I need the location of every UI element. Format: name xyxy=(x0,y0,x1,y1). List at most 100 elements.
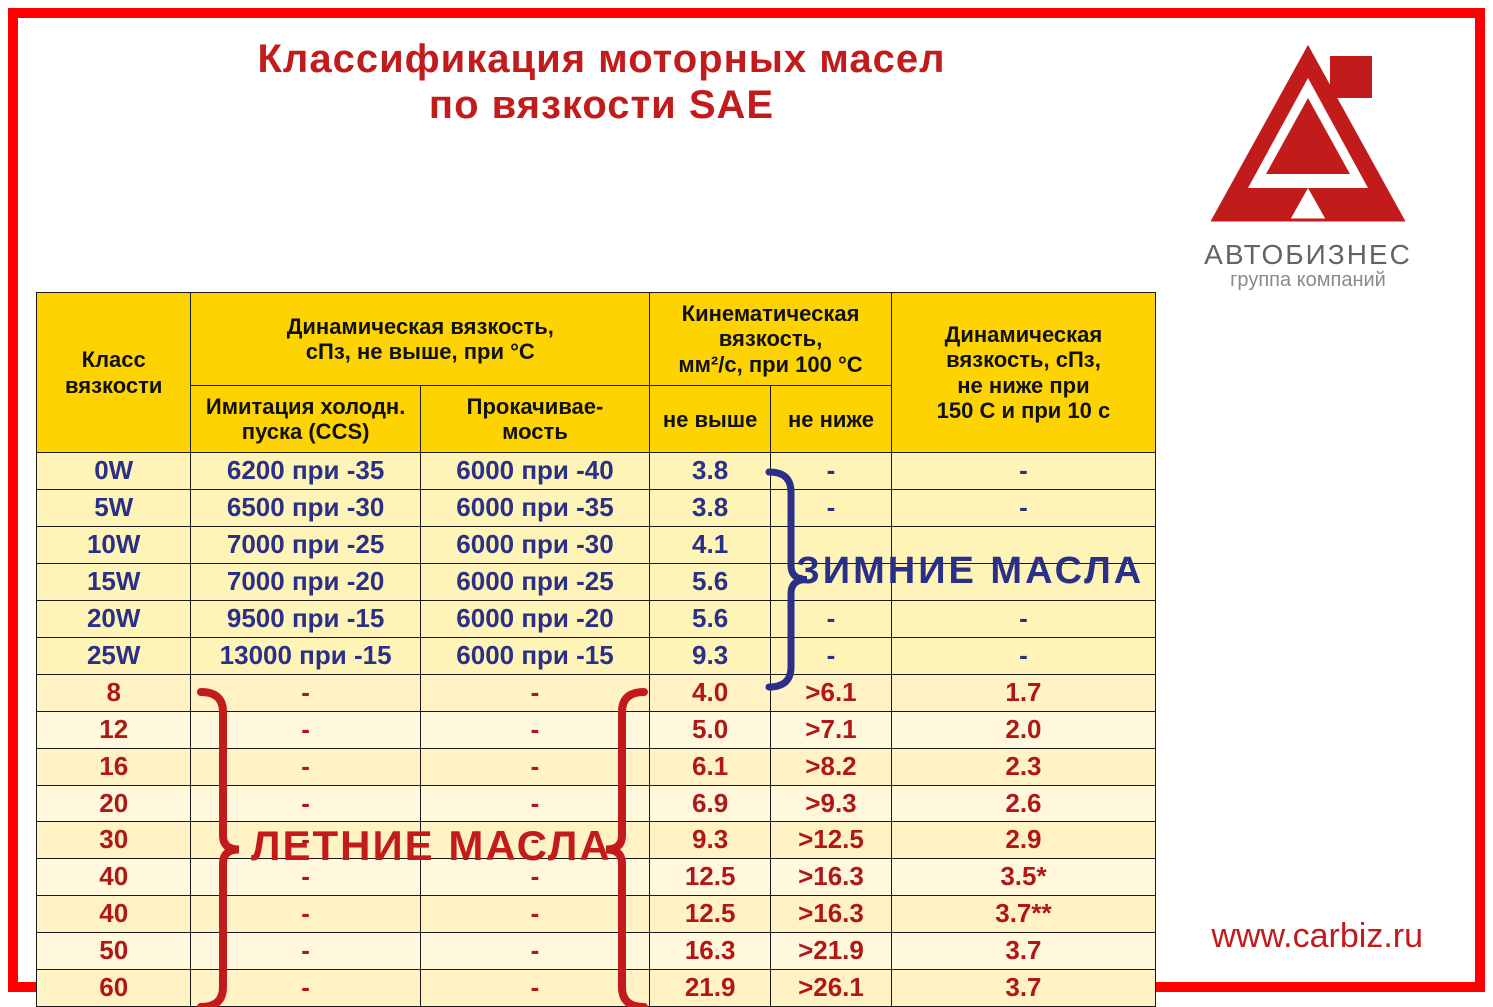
th-class: Классвязкости xyxy=(37,293,191,453)
th-kin-min: не ниже xyxy=(771,385,892,453)
cell-pump: 6000 при -40 xyxy=(420,453,649,490)
cell-kin_min: >16.3 xyxy=(771,859,892,896)
header-row: Классификация моторных масел по вязкости… xyxy=(30,30,1463,292)
winter-oils-annotation: ЗИМНИЕ МАСЛА xyxy=(796,550,1144,593)
cell-dyn150: 1.7 xyxy=(891,674,1155,711)
cell-kin_max: 12.5 xyxy=(650,859,771,896)
cell-pump: - xyxy=(420,969,649,1006)
cell-dyn150: 2.9 xyxy=(891,822,1155,859)
cell-class: 20W xyxy=(37,601,191,638)
cell-ccs: 7000 при -20 xyxy=(191,564,420,601)
logo-block: АВТОБИЗНЕС группа компаний xyxy=(1173,30,1463,292)
cell-ccs: - xyxy=(191,969,420,1006)
cell-dyn150: 3.5* xyxy=(891,859,1155,896)
summer-oils-annotation: ЛЕТНИЕ МАСЛА xyxy=(251,822,612,870)
cell-dyn150: - xyxy=(891,490,1155,527)
cell-pump: 6000 при -30 xyxy=(420,527,649,564)
cell-kin_min: >12.5 xyxy=(771,822,892,859)
table-row: 60--21.9>26.13.7 xyxy=(37,969,1156,1006)
logo-label-top: АВТОБИЗНЕС xyxy=(1173,239,1443,271)
cell-dyn150: - xyxy=(891,453,1155,490)
cell-class: 40 xyxy=(37,859,191,896)
cell-kin_min: - xyxy=(771,601,892,638)
logo-label-bottom: группа компаний xyxy=(1173,269,1443,292)
cell-pump: 6000 при -25 xyxy=(420,564,649,601)
title-line-2: по вязкости SAE xyxy=(30,82,1173,128)
cell-class: 15W xyxy=(37,564,191,601)
cell-kin_max: 6.1 xyxy=(650,748,771,785)
cell-kin_min: - xyxy=(771,490,892,527)
cell-kin_max: 12.5 xyxy=(650,896,771,933)
cell-pump: - xyxy=(420,711,649,748)
cell-class: 40 xyxy=(37,896,191,933)
cell-kin_max: 3.8 xyxy=(650,453,771,490)
cell-kin_min: >8.2 xyxy=(771,748,892,785)
th-ccs: Имитация холодн.пуска (CCS) xyxy=(191,385,420,453)
cell-pump: 6000 при -35 xyxy=(420,490,649,527)
table-row: 5W6500 при -306000 при -353.8-- xyxy=(37,490,1156,527)
cell-class: 10W xyxy=(37,527,191,564)
table-header: Классвязкости Динамическая вязкость,сПз,… xyxy=(37,293,1156,453)
cell-dyn150: 2.3 xyxy=(891,748,1155,785)
cell-dyn150: 3.7 xyxy=(891,969,1155,1006)
cell-dyn150: - xyxy=(891,637,1155,674)
content-area: Классификация моторных масел по вязкости… xyxy=(30,30,1463,970)
cell-kin_max: 3.8 xyxy=(650,490,771,527)
cell-class: 20 xyxy=(37,785,191,822)
table-row: 25W13000 при -156000 при -159.3-- xyxy=(37,637,1156,674)
outer-frame: Классификация моторных масел по вязкости… xyxy=(8,8,1485,992)
table-row: 16--6.1>8.22.3 xyxy=(37,748,1156,785)
table-row: 8--4.0>6.11.7 xyxy=(37,674,1156,711)
cell-class: 30 xyxy=(37,822,191,859)
cell-ccs: 6200 при -35 xyxy=(191,453,420,490)
cell-pump: - xyxy=(420,785,649,822)
th-kin-group: Кинематическаявязкость,мм²/с, при 100 °С xyxy=(650,293,892,386)
cell-pump: 6000 при -20 xyxy=(420,601,649,638)
th-pump: Прокачивае-мость xyxy=(420,385,649,453)
cell-kin_min: >7.1 xyxy=(771,711,892,748)
cell-dyn150: 2.6 xyxy=(891,785,1155,822)
cell-pump: 6000 при -15 xyxy=(420,637,649,674)
table-row: 20W9500 при -156000 при -205.6-- xyxy=(37,601,1156,638)
cell-class: 0W xyxy=(37,453,191,490)
title-line-1: Классификация моторных масел xyxy=(30,36,1173,82)
cell-pump: - xyxy=(420,674,649,711)
cell-kin_max: 6.9 xyxy=(650,785,771,822)
cell-kin_min: - xyxy=(771,637,892,674)
cell-ccs: 7000 при -25 xyxy=(191,527,420,564)
cell-kin_min: >9.3 xyxy=(771,785,892,822)
footer-url: www.carbiz.ru xyxy=(1211,917,1423,956)
cell-dyn150: 3.7** xyxy=(891,896,1155,933)
sae-viscosity-table: Классвязкости Динамическая вязкость,сПз,… xyxy=(36,292,1156,1007)
cell-ccs: - xyxy=(191,674,420,711)
th-dyn150: Динамическаявязкость, сПз,не ниже при150… xyxy=(891,293,1155,453)
cell-kin_min: >6.1 xyxy=(771,674,892,711)
cell-ccs: 9500 при -15 xyxy=(191,601,420,638)
th-dyn-group: Динамическая вязкость,сПз, не выше, при … xyxy=(191,293,650,386)
cell-kin_max: 9.3 xyxy=(650,637,771,674)
cell-kin_max: 21.9 xyxy=(650,969,771,1006)
cell-kin_max: 16.3 xyxy=(650,933,771,970)
table-row: 40--12.5>16.33.7** xyxy=(37,896,1156,933)
cell-class: 16 xyxy=(37,748,191,785)
cell-kin_max: 9.3 xyxy=(650,822,771,859)
cell-kin_min: >16.3 xyxy=(771,896,892,933)
cell-ccs: - xyxy=(191,896,420,933)
cell-ccs: 13000 при -15 xyxy=(191,637,420,674)
cell-pump: - xyxy=(420,896,649,933)
cell-ccs: - xyxy=(191,785,420,822)
cell-pump: - xyxy=(420,933,649,970)
cell-kin_max: 5.6 xyxy=(650,564,771,601)
cell-class: 25W xyxy=(37,637,191,674)
table-row: 50--16.3>21.93.7 xyxy=(37,933,1156,970)
table-row: 0W6200 при -356000 при -403.8-- xyxy=(37,453,1156,490)
cell-kin_min: >21.9 xyxy=(771,933,892,970)
cell-ccs: - xyxy=(191,711,420,748)
cell-kin_min: >26.1 xyxy=(771,969,892,1006)
cell-kin_max: 5.0 xyxy=(650,711,771,748)
page-title: Классификация моторных масел по вязкости… xyxy=(30,30,1173,146)
table-body: 0W6200 при -356000 при -403.8--5W6500 пр… xyxy=(37,453,1156,1006)
cell-kin_max: 5.6 xyxy=(650,601,771,638)
autobiznes-logo-icon xyxy=(1198,40,1418,240)
cell-kin_max: 4.0 xyxy=(650,674,771,711)
